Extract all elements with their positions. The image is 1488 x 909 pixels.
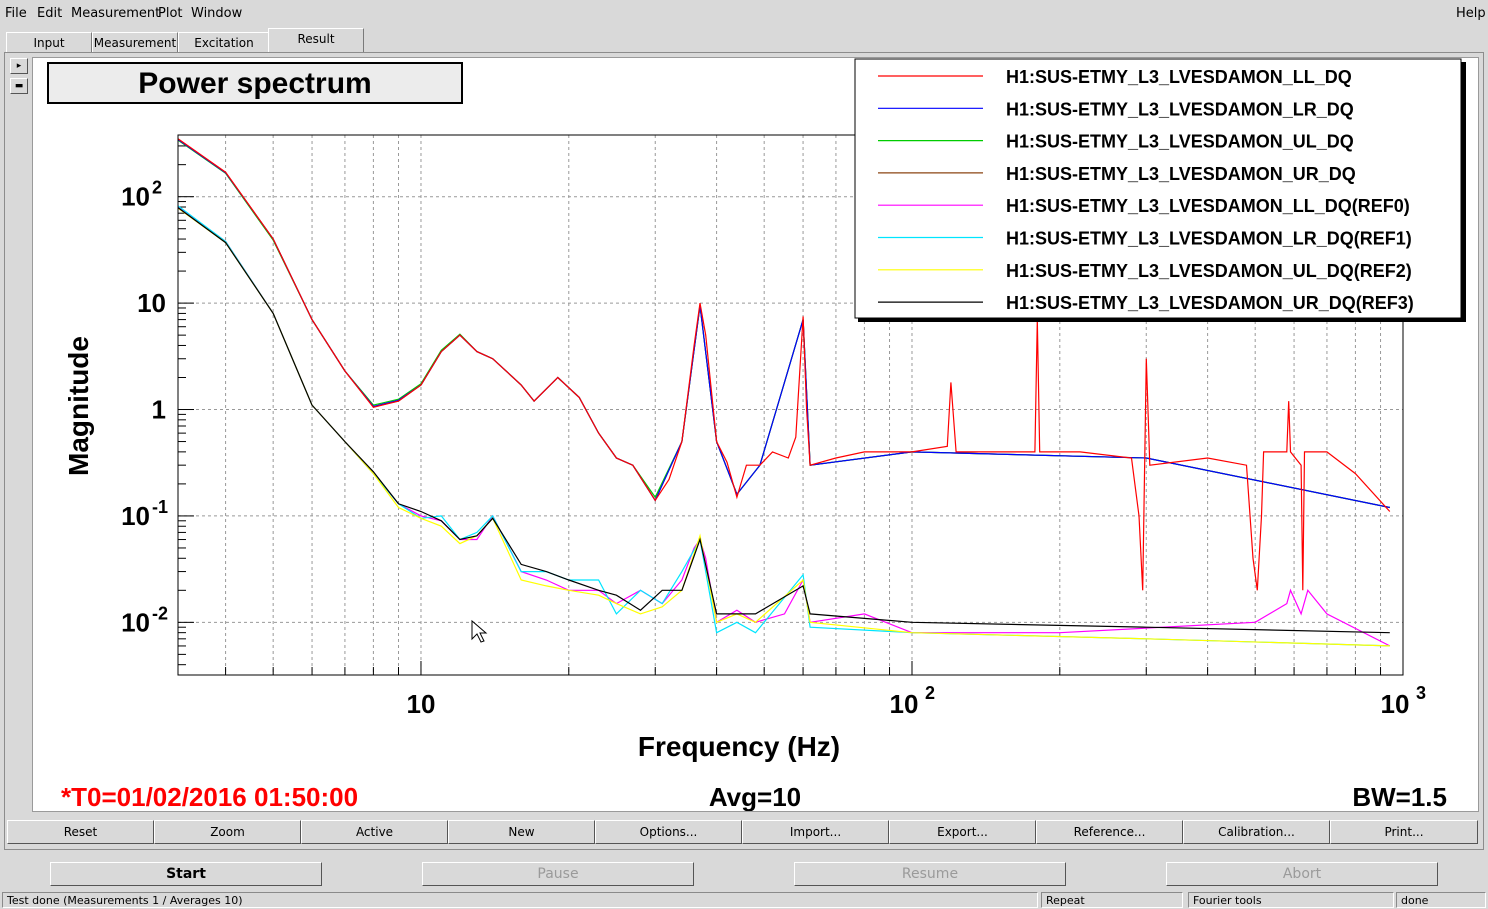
print-button[interactable]: Print...	[1330, 820, 1478, 844]
y-tick-label: 1	[152, 395, 166, 425]
menu-file[interactable]: File	[5, 6, 27, 21]
legend-label: H1:SUS-ETMY_L3_LVESDAMON_LR_DQ	[1006, 99, 1354, 119]
tab-result[interactable]: Result	[268, 28, 364, 53]
collapse-icon[interactable]: ▬	[10, 78, 28, 94]
resume-button[interactable]: Resume	[794, 862, 1066, 886]
result-panel	[4, 52, 1484, 850]
active-button[interactable]: Active	[301, 820, 448, 844]
legend-label: H1:SUS-ETMY_L3_LVESDAMON_LL_DQ	[1006, 67, 1352, 87]
legend: H1:SUS-ETMY_L3_LVESDAMON_LL_DQ H1:SUS-ETM…	[854, 58, 1466, 322]
menu-plot[interactable]: Plot	[158, 6, 183, 21]
status-tools: Fourier tools	[1188, 892, 1394, 908]
legend-label: H1:SUS-ETMY_L3_LVESDAMON_UL_DQ	[1006, 132, 1354, 152]
status-state: done	[1396, 892, 1486, 908]
plot-canvas[interactable]: Power spectrum 10 -2 10 -1 1 10 10 2 10 10 2 10 3 F…	[32, 57, 1479, 812]
y-axis-label: Magnitude	[63, 336, 94, 476]
x-tick-labels: 10 10 2 10 3	[407, 683, 1426, 719]
axes-frame	[177, 134, 1404, 676]
data-series	[177, 138, 1391, 647]
menu-measurement[interactable]: Measurement	[71, 6, 161, 21]
avg-label: Avg=10	[709, 782, 801, 811]
plot-toolbar: Reset Zoom Active New Options... Import.…	[7, 820, 1479, 844]
y-tick-exponent: -1	[152, 497, 168, 517]
y-tick-exponent: -2	[152, 603, 168, 623]
start-button[interactable]: Start	[50, 862, 322, 886]
status-message: Test done (Measurements 1 / Averages 10)	[2, 892, 1038, 908]
x-tick-label: 10	[407, 689, 436, 719]
export-button[interactable]: Export...	[889, 820, 1036, 844]
plot-title: Power spectrum	[138, 67, 371, 100]
menu-help[interactable]: Help	[1456, 6, 1486, 21]
menu-bar: File Edit Measurement Plot Window Help	[0, 0, 1488, 26]
axis-ticks	[178, 145, 1404, 675]
series-line-8	[177, 207, 1390, 634]
calibration-button[interactable]: Calibration...	[1183, 820, 1330, 844]
title-box	[47, 62, 463, 104]
bw-label: BW=1.5	[1352, 782, 1447, 811]
legend-box	[854, 58, 1462, 319]
y-tick-label: 10	[121, 607, 150, 637]
t0-label: *T0=01/02/2016 01:50:00	[61, 782, 358, 811]
menu-window[interactable]: Window	[191, 6, 243, 21]
expand-right-icon[interactable]: ▸	[10, 58, 28, 74]
y-tick-label: 10	[121, 501, 150, 531]
x-tick-label: 10	[1381, 689, 1410, 719]
pause-button[interactable]: Pause	[422, 862, 694, 886]
legend-label: H1:SUS-ETMY_L3_LVESDAMON_UR_DQ(REF3)	[1006, 293, 1414, 313]
y-tick-exponent: 2	[152, 178, 162, 198]
tab-measurement[interactable]: Measurement	[92, 32, 178, 52]
x-tick-label: 10	[890, 689, 919, 719]
abort-button[interactable]: Abort	[1166, 862, 1438, 886]
legend-label: H1:SUS-ETMY_L3_LVESDAMON_UR_DQ	[1006, 164, 1356, 184]
zoom-button[interactable]: Zoom	[154, 820, 301, 844]
y-tick-label: 10	[137, 288, 166, 318]
reference-button[interactable]: Reference...	[1036, 820, 1183, 844]
x-tick-exponent: 2	[925, 683, 935, 703]
tab-bar: Input Measurement Excitation Result	[0, 28, 1488, 53]
legend-label: H1:SUS-ETMY_L3_LVESDAMON_LL_DQ(REF0)	[1006, 196, 1410, 216]
x-axis-label: Frequency (Hz)	[638, 731, 840, 762]
legend-label: H1:SUS-ETMY_L3_LVESDAMON_UL_DQ(REF2)	[1006, 261, 1412, 281]
new-button[interactable]: New	[448, 820, 595, 844]
options-button[interactable]: Options...	[595, 820, 742, 844]
y-tick-label: 10	[121, 182, 150, 212]
status-bar: Test done (Measurements 1 / Averages 10)…	[0, 891, 1488, 909]
series-line-5	[177, 206, 1391, 647]
tab-input[interactable]: Input	[6, 32, 92, 52]
mouse-cursor-icon	[471, 619, 488, 643]
x-tick-exponent: 3	[1416, 683, 1426, 703]
menu-edit[interactable]: Edit	[37, 6, 63, 21]
status-repeat: Repeat	[1041, 892, 1183, 908]
legend-label: H1:SUS-ETMY_L3_LVESDAMON_LR_DQ(REF1)	[1006, 229, 1412, 249]
series-line-7	[177, 207, 1390, 647]
reset-button[interactable]: Reset	[7, 820, 154, 844]
tab-excitation[interactable]: Excitation	[178, 32, 270, 52]
import-button[interactable]: Import...	[742, 820, 889, 844]
series-line-1	[177, 138, 1391, 591]
